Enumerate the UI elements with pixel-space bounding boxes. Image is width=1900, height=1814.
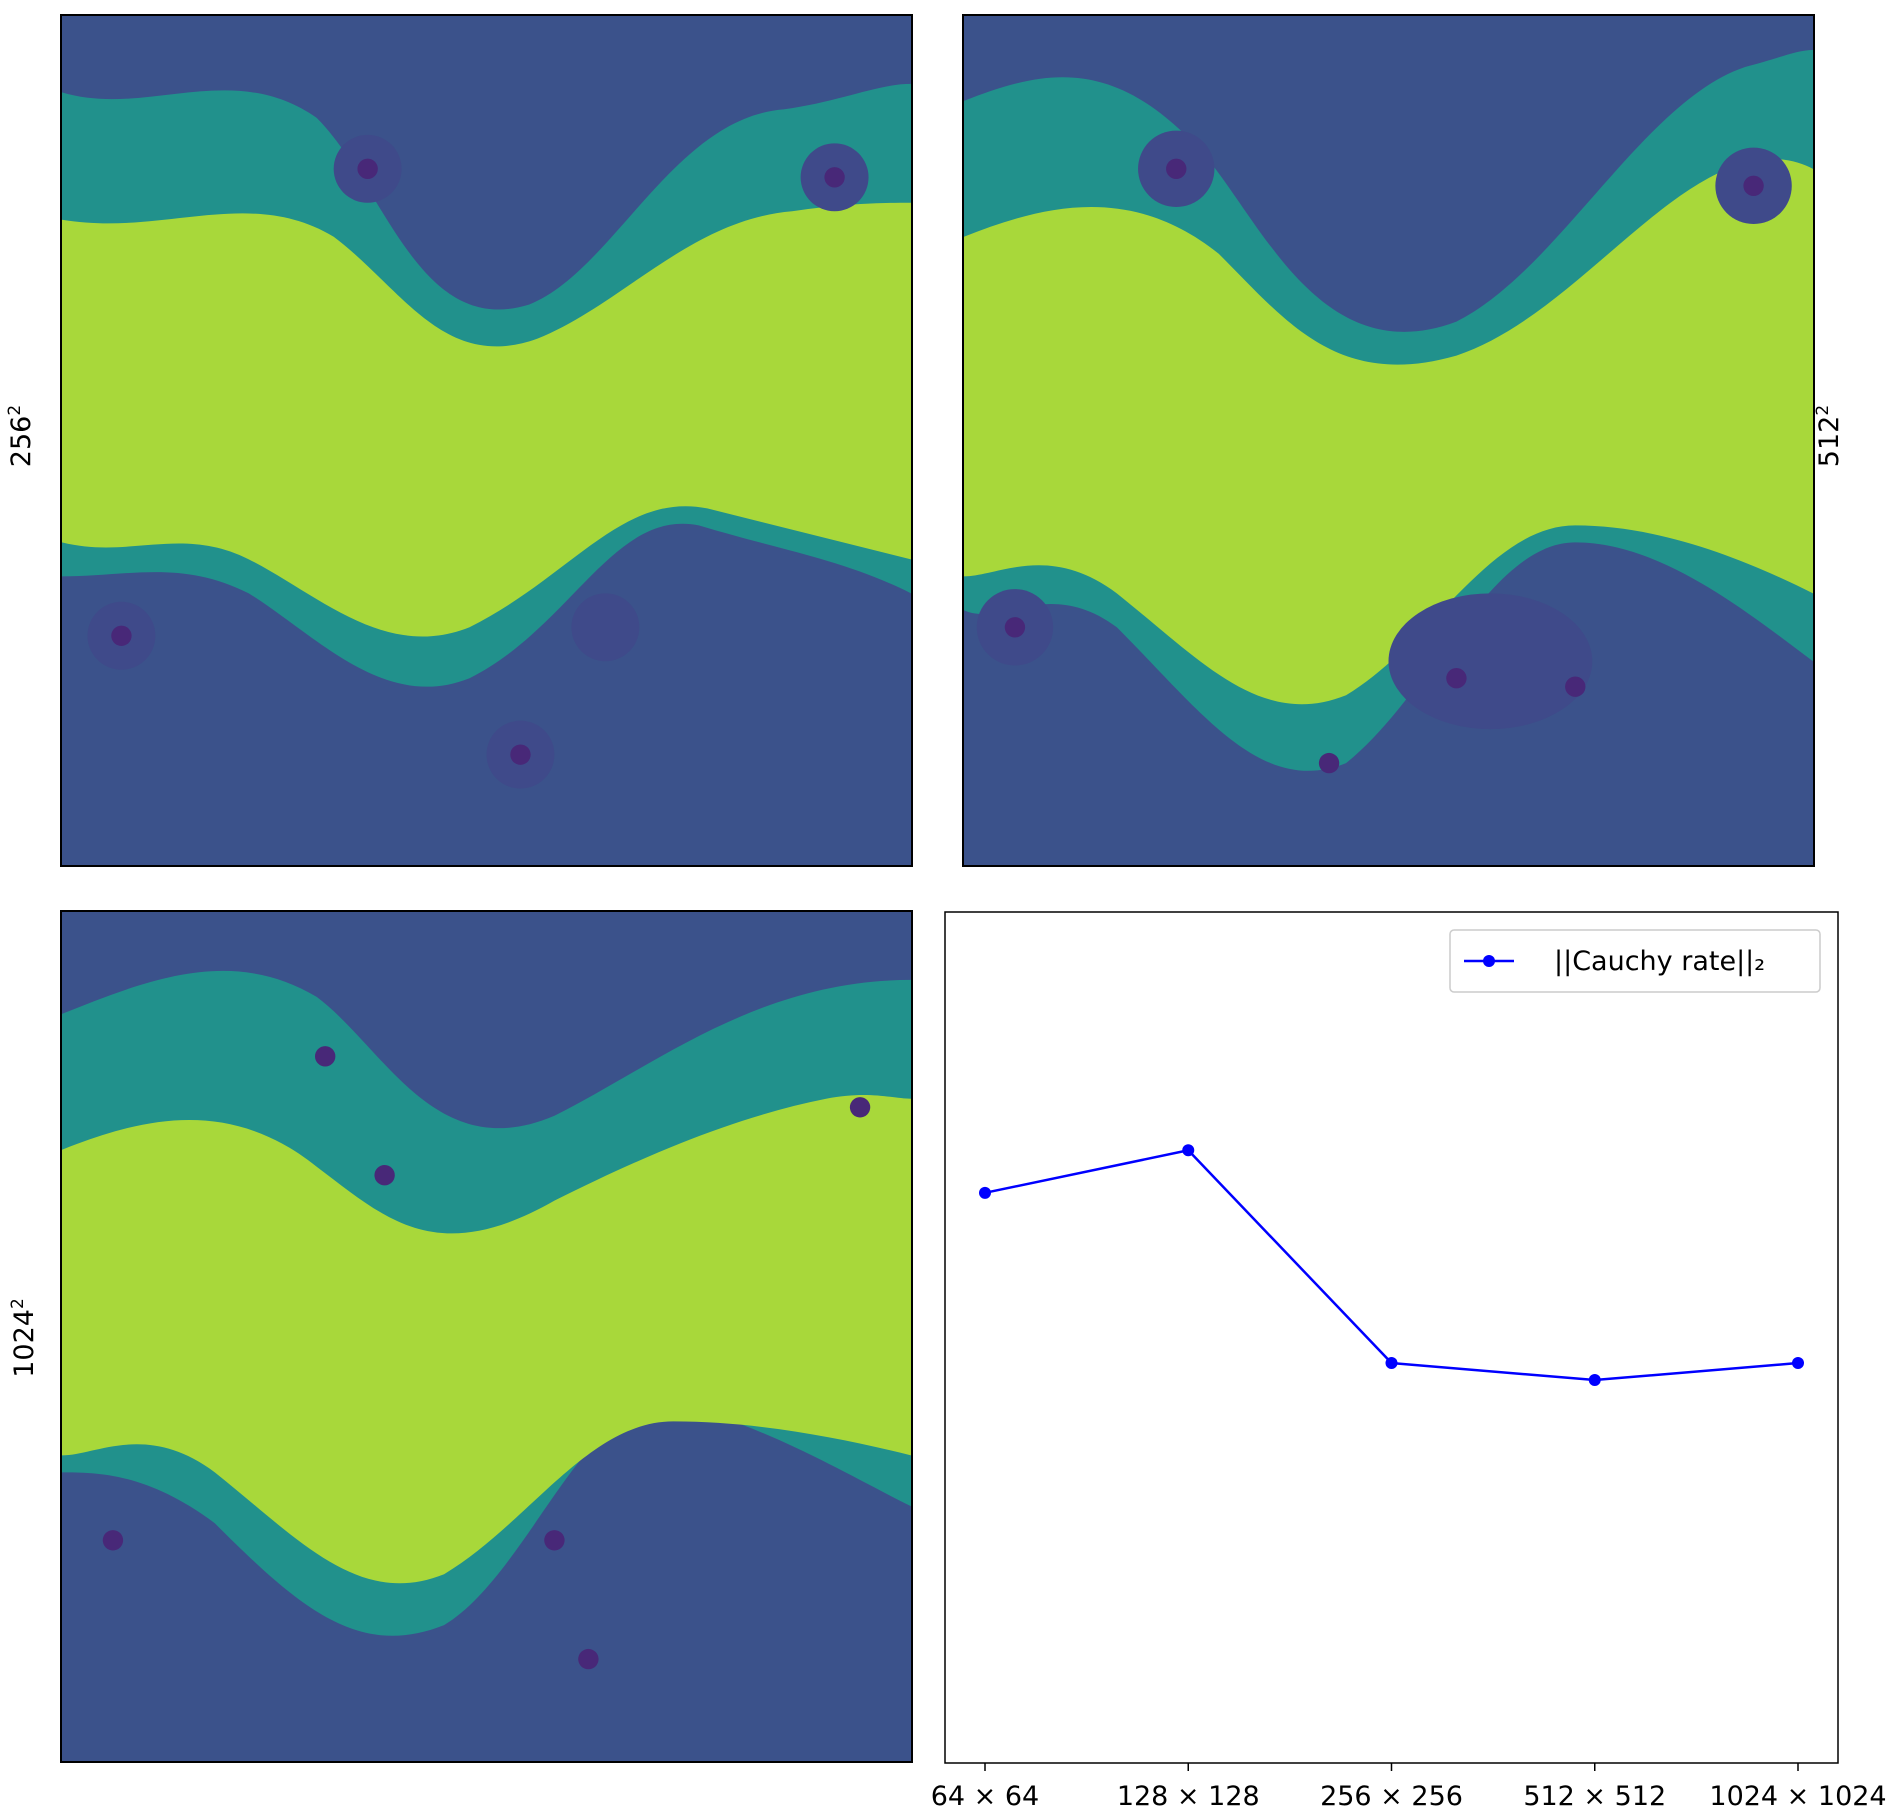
data-point — [979, 1186, 991, 1199]
data-point — [1792, 1357, 1804, 1370]
x-axis: 64 × 64 128 × 128 256 × 256 512 × 512 1024 ×… — [931, 1763, 1887, 1812]
x-tick-label: 128 × 128 — [1117, 1781, 1260, 1812]
plot-frame — [944, 911, 1839, 1764]
density-field-1024 — [60, 910, 913, 1763]
legend-label: ||Cauchy rate||₂ — [1554, 946, 1765, 977]
field-image-1024 — [62, 912, 911, 1761]
x-tick-label: 256 × 256 — [1320, 1781, 1463, 1812]
data-point — [1182, 1144, 1195, 1157]
density-field-512 — [962, 14, 1815, 867]
field-image-256 — [62, 16, 911, 865]
data-point — [1385, 1357, 1398, 1370]
density-field-256 — [60, 14, 913, 867]
x-tick-label: 1024 × 1024 — [1709, 1781, 1886, 1812]
x-tick-label: 512 × 512 — [1523, 1781, 1666, 1812]
x-tick-label: 64 × 64 — [931, 1781, 1040, 1812]
series-cauchy-rate — [979, 1144, 1804, 1387]
legend: ||Cauchy rate||₂ — [1449, 929, 1821, 993]
data-point — [1588, 1374, 1601, 1387]
field-image-512 — [964, 16, 1813, 865]
legend-marker — [1483, 955, 1495, 967]
legend-box — [1449, 929, 1821, 993]
